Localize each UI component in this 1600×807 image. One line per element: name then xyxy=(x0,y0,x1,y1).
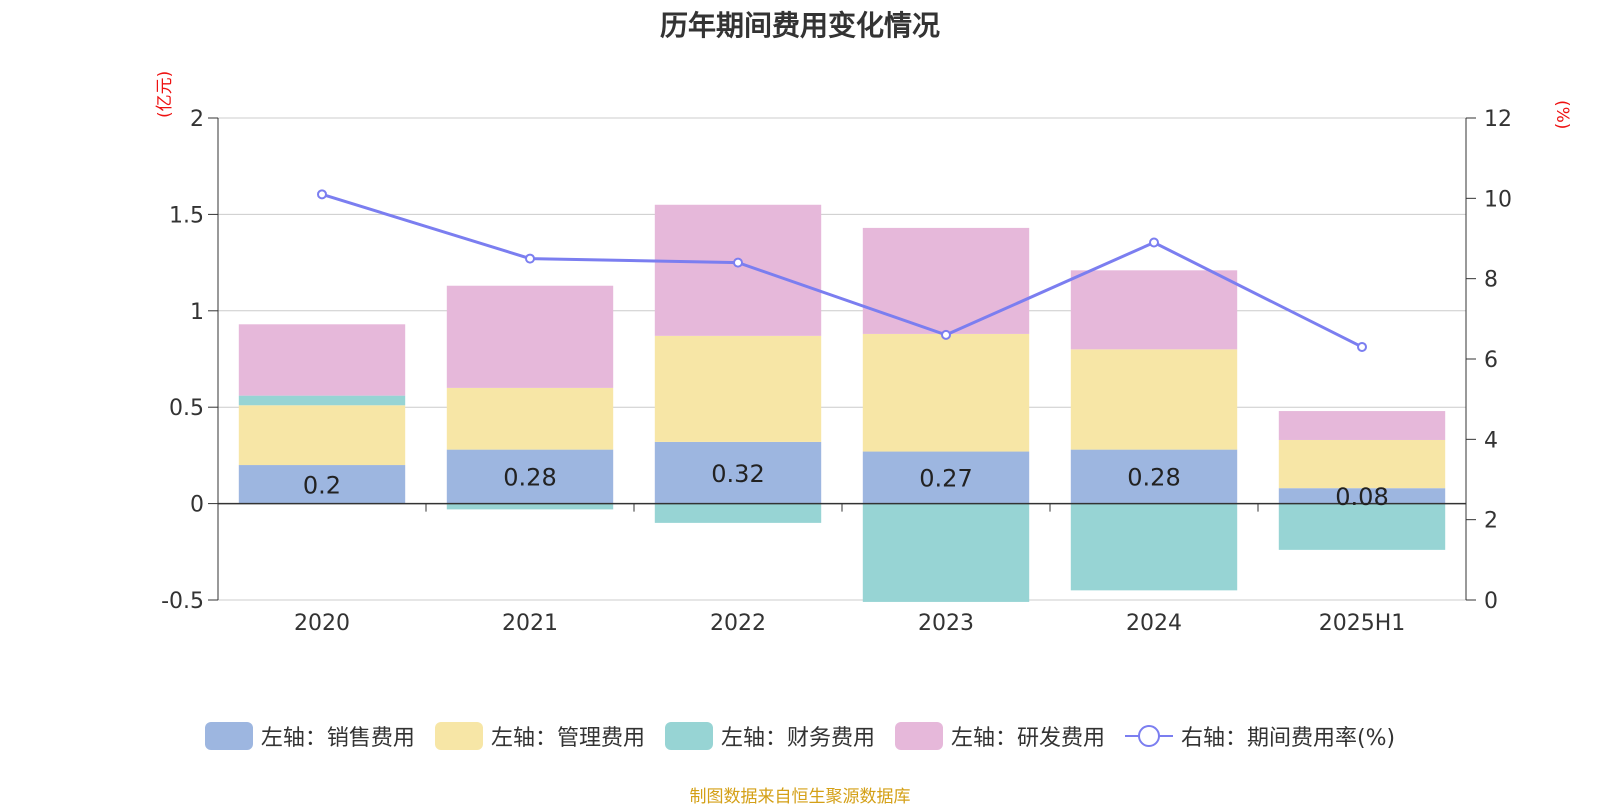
line-point-rate xyxy=(733,257,743,268)
data-source-note: 制图数据来自恒生聚源数据库 xyxy=(689,787,911,807)
bar-sales xyxy=(654,441,822,504)
bar-sales xyxy=(1278,488,1446,504)
legend-item-rate[interactable]: 右轴：期间费用率(%) xyxy=(1124,720,1396,752)
line-series-rate xyxy=(321,192,1363,349)
data-label-sales: 0.32 xyxy=(711,460,764,488)
data-label-sales: 0.2 xyxy=(303,471,341,499)
bar-admin xyxy=(1070,349,1238,450)
x-axis-tick-label: 2023 xyxy=(918,611,974,636)
bar-admin xyxy=(446,387,614,450)
bar-rd xyxy=(862,227,1030,334)
left-axis-tick-label: 2 xyxy=(190,107,204,132)
legend-swatch-rate-icon xyxy=(1124,722,1173,750)
bar-finance xyxy=(1278,503,1446,550)
left-axis-tick-label: -0.5 xyxy=(161,589,204,614)
right-axis-tick-label: 4 xyxy=(1484,428,1498,453)
legend-item-rd[interactable]: 左轴：研发费用 xyxy=(894,720,1105,752)
right-axis-tick-label: 6 xyxy=(1484,348,1498,373)
data-label-sales: 0.28 xyxy=(1127,464,1180,492)
right-axis-tick-label: 12 xyxy=(1484,107,1512,132)
legend-label-finance: 左轴：财务费用 xyxy=(720,726,875,751)
x-axis-tick-label: 2024 xyxy=(1126,611,1182,636)
right-axis-tick-label: 8 xyxy=(1484,268,1498,293)
bar-sales xyxy=(238,465,406,504)
bar-finance xyxy=(862,503,1030,602)
bar-admin xyxy=(1278,439,1446,489)
x-axis-tick-label: 2020 xyxy=(294,611,350,636)
line-point-rate xyxy=(941,329,951,340)
bar-finance xyxy=(654,503,822,523)
left-axis-tick-label: 1 xyxy=(190,300,204,325)
x-axis-tick-label: 2022 xyxy=(710,611,766,636)
data-label-sales: 0.27 xyxy=(919,465,972,493)
legend-swatch-rd xyxy=(894,722,943,750)
bar-finance xyxy=(1070,503,1238,591)
bar-sales xyxy=(1070,449,1238,504)
left-axis-tick-label: 0.5 xyxy=(169,396,204,421)
bar-rd xyxy=(1070,270,1238,350)
bar-rd xyxy=(654,204,822,336)
line-point-rate xyxy=(1149,237,1159,248)
bar-finance xyxy=(446,503,614,510)
bar-admin xyxy=(862,333,1030,452)
bar-admin xyxy=(654,335,822,442)
bar-rd xyxy=(238,324,406,396)
legend-swatch-sales xyxy=(204,722,253,750)
legend-item-admin[interactable]: 左轴：管理费用 xyxy=(434,720,645,752)
legend-label-sales: 左轴：销售费用 xyxy=(260,726,415,751)
left-axis-tick-label: 0 xyxy=(190,493,204,518)
right-axis-tick-label: 10 xyxy=(1484,187,1512,212)
legend: 左轴：销售费用 左轴：管理费用 左轴：财务费用 左轴：研发费用 右轴：期间费用率… xyxy=(0,720,1600,752)
line-point-rate xyxy=(1357,341,1367,352)
bar-finance xyxy=(238,395,406,406)
legend-swatch-admin xyxy=(434,722,483,750)
bar-rd xyxy=(446,285,614,388)
legend-label-admin: 左轴：管理费用 xyxy=(490,726,645,751)
x-axis-tick-label: 2021 xyxy=(502,611,558,636)
bar-rd xyxy=(1278,411,1446,440)
legend-item-finance[interactable]: 左轴：财务费用 xyxy=(664,720,875,752)
legend-label-rd: 左轴：研发费用 xyxy=(950,726,1105,751)
data-label-sales: 0.08 xyxy=(1335,483,1388,511)
bar-sales xyxy=(862,451,1030,504)
left-axis-tick-label: 1.5 xyxy=(169,203,204,228)
bar-sales xyxy=(446,449,614,504)
line-point-rate xyxy=(525,253,535,264)
bar-admin xyxy=(238,405,406,466)
data-label-sales: 0.28 xyxy=(503,464,556,492)
legend-label-rate: 右轴：期间费用率(%) xyxy=(1180,726,1396,751)
right-axis-tick-label: 2 xyxy=(1484,509,1498,534)
legend-swatch-finance xyxy=(664,722,713,750)
line-point-rate xyxy=(317,189,327,200)
x-axis-tick-label: 2025H1 xyxy=(1319,611,1406,636)
legend-item-sales[interactable]: 左轴：销售费用 xyxy=(204,720,415,752)
chart-title: 历年期间费用变化情况 xyxy=(659,9,940,42)
right-axis-tick-label: 0 xyxy=(1484,589,1498,614)
